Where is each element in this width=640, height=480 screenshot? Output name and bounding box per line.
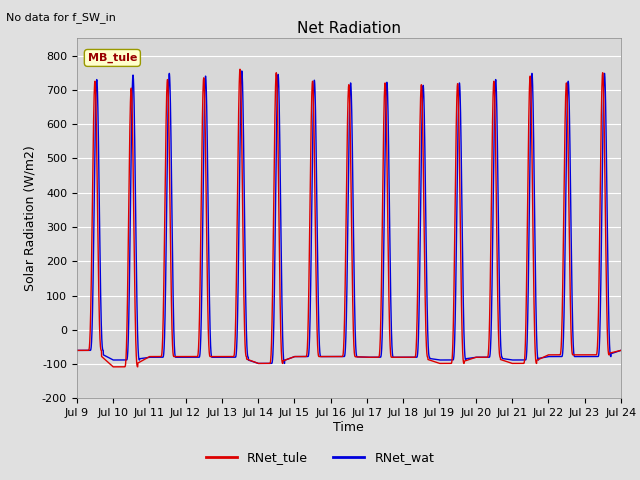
Title: Net Radiation: Net Radiation [297,21,401,36]
Y-axis label: Solar Radiation (W/m2): Solar Radiation (W/m2) [24,145,36,291]
RNet_tule [501,358,509,364]
Line: RNet_wat: RNet_wat [77,71,621,363]
Line: RNet_tule: RNet_tule [77,69,621,367]
RNet_wat [424,336,432,341]
RNet_tule [615,348,623,354]
RNet_wat [189,354,197,360]
RNet_wat [615,348,623,354]
Text: No data for f_SW_in: No data for f_SW_in [6,12,116,23]
RNet_tule [184,354,191,360]
RNet_tule [109,364,117,370]
RNet_wat [254,360,262,366]
RNet_wat [617,348,625,353]
Text: MB_tule: MB_tule [88,53,137,63]
RNet_wat [73,348,81,353]
RNet_wat [238,68,246,74]
RNet_wat [501,356,509,362]
RNet_wat [184,354,191,360]
RNet_tule [424,357,432,362]
RNet_tule [617,348,625,353]
X-axis label: Time: Time [333,421,364,434]
Legend: RNet_tule, RNet_wat: RNet_tule, RNet_wat [201,446,439,469]
RNet_tule [189,354,197,360]
RNet_tule [73,348,81,353]
RNet_tule [276,323,284,329]
RNet_wat [276,200,284,205]
RNet_tule [236,66,244,72]
